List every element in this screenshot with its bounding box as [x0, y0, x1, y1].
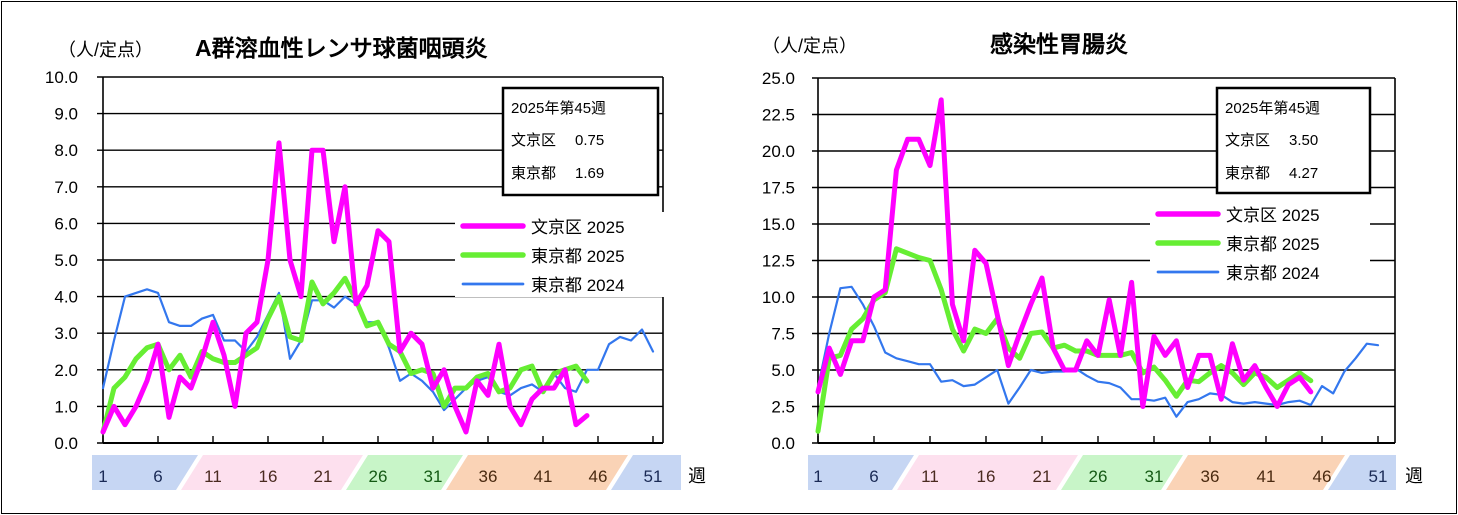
x-tick-label: 26 [1089, 467, 1108, 486]
x-tick-label: 11 [204, 467, 222, 486]
x-axis-unit-label: 週 [688, 466, 706, 486]
x-tick-label: 11 [921, 467, 939, 486]
x-tick-label: 1 [813, 467, 822, 486]
series-line-bunkyo-2025 [100, 140, 590, 435]
y-tick-label: 7.5 [771, 325, 795, 344]
x-tick-label: 46 [1313, 467, 1332, 486]
info-box-region: 文京区 [511, 132, 556, 149]
x-tick-label: 36 [479, 467, 498, 486]
info-box-heading: 2025年第45週 [511, 99, 606, 117]
info-box-region: 東京都 [1225, 165, 1270, 182]
x-axis-unit-label: 週 [1405, 466, 1423, 486]
info-box-region: 文京区 [1225, 132, 1270, 149]
x-tick-label: 51 [1369, 467, 1388, 486]
y-tick-label: 0.0 [771, 434, 795, 453]
info-box-value: 3.50 [1289, 132, 1318, 149]
y-tick-label: 22.5 [762, 106, 795, 125]
x-tick-label: 21 [1033, 467, 1052, 486]
x-tick-label: 51 [644, 467, 663, 486]
x-tick-label: 31 [424, 467, 443, 486]
week-band-segment [92, 455, 198, 490]
y-tick-label: 17.5 [762, 179, 795, 198]
y-tick-label: 6.0 [54, 214, 78, 233]
week-band-segment [346, 455, 463, 490]
chart-title: A群溶血性レンサ球菌咽頭炎 [195, 35, 488, 61]
chart-2: （人/定点） 感染性胃腸炎 0.0 2.5 5.0 7.5 10.0 12.5 15.0 17.5… [762, 31, 1423, 490]
week-band-segment [1328, 455, 1396, 490]
y-tick-label: 25.0 [762, 69, 795, 88]
x-tick-label: 36 [1201, 467, 1220, 486]
chart-1: （人/定点） A群溶血性レンサ球菌咽頭炎 0.0 1.0 2.0 3.0 4.0 5.0 6.0… [45, 35, 706, 490]
series-line-bunkyo-2025 [815, 97, 1314, 409]
x-tick-label: 41 [1257, 467, 1276, 486]
series-line-tokyo-2024 [816, 285, 1380, 418]
x-tick-label: 46 [589, 467, 608, 486]
y-tick-label: 4.0 [54, 288, 78, 307]
legend-label: 東京都 2025 [1226, 235, 1320, 254]
info-box-heading: 2025年第45週 [1225, 99, 1320, 117]
legend-label: 東京都 2025 [531, 247, 625, 266]
x-tick-label: 6 [153, 467, 162, 486]
y-axis-unit-label: （人/定点） [58, 40, 153, 60]
y-tick-label: 0.0 [54, 434, 78, 453]
x-tick-label: 41 [534, 467, 553, 486]
x-tick-label: 26 [369, 467, 388, 486]
y-tick-label: 9.0 [54, 105, 78, 124]
x-tick-label: 16 [977, 467, 996, 486]
y-tick-label: 10.0 [762, 288, 795, 307]
legend-label: 文京区 2025 [1226, 206, 1320, 225]
info-box-value: 4.27 [1289, 165, 1318, 182]
info-box-value: 0.75 [575, 132, 604, 149]
y-tick-label: 10.0 [45, 68, 78, 87]
week-band-segment [611, 455, 681, 490]
week-band-segment [897, 455, 1078, 490]
week-band-segment [1061, 455, 1183, 490]
x-tick-label: 31 [1145, 467, 1164, 486]
info-box-value: 1.69 [575, 165, 604, 182]
x-tick-label: 6 [869, 467, 878, 486]
y-tick-label: 5.0 [771, 361, 795, 380]
y-tick-label: 3.0 [54, 324, 78, 343]
y-tick-label: 2.0 [54, 361, 78, 380]
y-tick-label: 1.0 [54, 397, 78, 416]
week-band-segment [446, 455, 628, 490]
info-box [1215, 86, 1372, 195]
x-tick-label: 1 [98, 467, 107, 486]
week-band-segment [808, 455, 914, 490]
y-tick-label: 15.0 [762, 215, 795, 234]
y-axis-unit-label: （人/定点） [762, 36, 857, 56]
y-tick-label: 12.5 [762, 252, 795, 271]
y-tick-label: 20.0 [762, 142, 795, 161]
y-tick-label: 8.0 [54, 141, 78, 160]
chart-title: 感染性胃腸炎 [990, 31, 1128, 57]
week-band-segment [1166, 455, 1345, 490]
info-box [501, 86, 660, 197]
x-tick-label: 21 [314, 467, 333, 486]
week-band-segment [181, 455, 363, 490]
y-tick-label: 5.0 [54, 251, 78, 270]
info-box-region: 東京都 [511, 165, 556, 182]
legend-label: 東京都 2024 [531, 276, 625, 295]
y-tick-label: 2.5 [771, 398, 795, 417]
legend-label: 文京区 2025 [531, 218, 625, 237]
x-tick-label: 16 [259, 467, 278, 486]
legend-label: 東京都 2024 [1226, 264, 1320, 283]
y-tick-label: 7.0 [54, 178, 78, 197]
